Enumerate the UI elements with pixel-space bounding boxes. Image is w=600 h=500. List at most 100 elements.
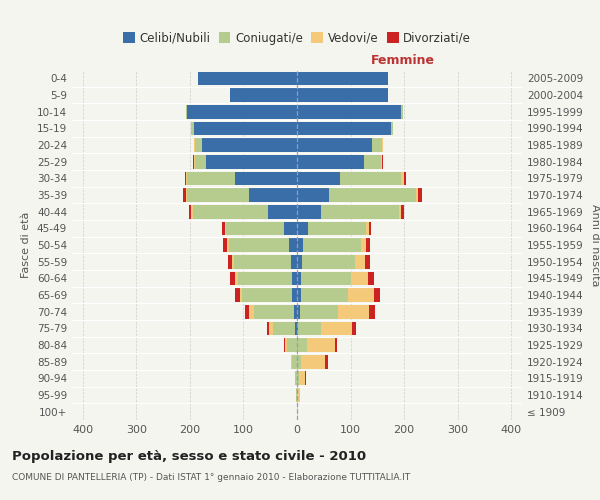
Bar (416, 188, 418, 202)
Bar (227, 238, 229, 252)
Bar (249, 305, 254, 318)
Bar (297, 188, 329, 202)
Bar (308, 222, 365, 235)
Bar (297, 355, 301, 368)
Bar (370, 305, 374, 318)
Bar (297, 322, 298, 335)
Bar (297, 138, 372, 152)
Bar (198, 72, 297, 85)
Bar (235, 255, 290, 268)
Bar (297, 172, 340, 185)
Bar (365, 222, 369, 235)
Bar (292, 288, 297, 302)
Bar (290, 355, 292, 368)
Bar (350, 272, 368, 285)
Bar (223, 238, 227, 252)
Text: COMUNE DI PANTELLERIA (TP) - Dati ISTAT 1° gennaio 2010 - Elaborazione TUTTITALI: COMUNE DI PANTELLERIA (TP) - Dati ISTAT … (12, 472, 410, 482)
Bar (193, 205, 268, 218)
Bar (194, 122, 297, 135)
Bar (235, 172, 297, 185)
Bar (195, 155, 206, 168)
Bar (297, 222, 308, 235)
Bar (239, 288, 242, 302)
Bar (338, 305, 370, 318)
Bar (284, 338, 287, 352)
Bar (297, 105, 401, 118)
Bar (194, 138, 195, 152)
Bar (229, 238, 289, 252)
Bar (305, 372, 306, 385)
Bar (299, 305, 338, 318)
Bar (399, 205, 401, 218)
Bar (226, 222, 284, 235)
Bar (329, 188, 416, 202)
Bar (297, 72, 388, 85)
Bar (292, 272, 297, 285)
Bar (235, 272, 238, 285)
Bar (352, 322, 356, 335)
Bar (296, 388, 297, 402)
Bar (267, 322, 269, 335)
Bar (418, 188, 422, 202)
Bar (187, 188, 249, 202)
Bar (325, 355, 328, 368)
Bar (186, 105, 187, 118)
Bar (401, 105, 403, 118)
Bar (365, 255, 370, 268)
Bar (295, 322, 297, 335)
Bar (186, 172, 187, 185)
Bar (297, 338, 307, 352)
Bar (187, 105, 297, 118)
Bar (404, 172, 406, 185)
Bar (382, 138, 383, 152)
Text: Popolazione per età, sesso e stato civile - 2010: Popolazione per età, sesso e stato civil… (12, 450, 366, 463)
Bar (297, 155, 364, 168)
Bar (235, 288, 239, 302)
Legend: Celibi/Nubili, Coniugati/e, Vedovi/e, Divorziati/e: Celibi/Nubili, Coniugati/e, Vedovi/e, Di… (118, 27, 476, 50)
Bar (365, 238, 370, 252)
Bar (295, 372, 297, 385)
Bar (228, 255, 232, 268)
Bar (374, 288, 380, 302)
Bar (297, 122, 391, 135)
Bar (292, 355, 297, 368)
Bar (301, 355, 325, 368)
Bar (369, 222, 371, 235)
Bar (391, 122, 393, 135)
Bar (193, 155, 194, 168)
Bar (187, 172, 235, 185)
Bar (185, 172, 186, 185)
Bar (222, 222, 224, 235)
Bar (289, 238, 297, 252)
Bar (297, 372, 299, 385)
Bar (298, 322, 320, 335)
Bar (186, 188, 187, 202)
Bar (194, 155, 195, 168)
Bar (297, 388, 299, 402)
Bar (230, 88, 297, 102)
Y-axis label: Fasce di età: Fasce di età (22, 212, 31, 278)
Bar (245, 305, 249, 318)
Bar (295, 305, 297, 318)
Bar (297, 288, 301, 302)
Bar (301, 288, 349, 302)
Bar (191, 122, 194, 135)
Bar (340, 172, 401, 185)
Bar (273, 322, 295, 335)
Bar (184, 188, 186, 202)
Bar (206, 155, 297, 168)
Bar (355, 255, 365, 268)
Bar (284, 222, 297, 235)
Bar (320, 322, 352, 335)
Bar (249, 188, 297, 202)
Bar (269, 322, 273, 335)
Bar (232, 255, 235, 268)
Bar (238, 272, 292, 285)
Bar (335, 338, 337, 352)
Bar (191, 205, 193, 218)
Bar (297, 305, 299, 318)
Bar (382, 155, 383, 168)
Bar (349, 288, 374, 302)
Bar (321, 205, 399, 218)
Bar (297, 88, 388, 102)
